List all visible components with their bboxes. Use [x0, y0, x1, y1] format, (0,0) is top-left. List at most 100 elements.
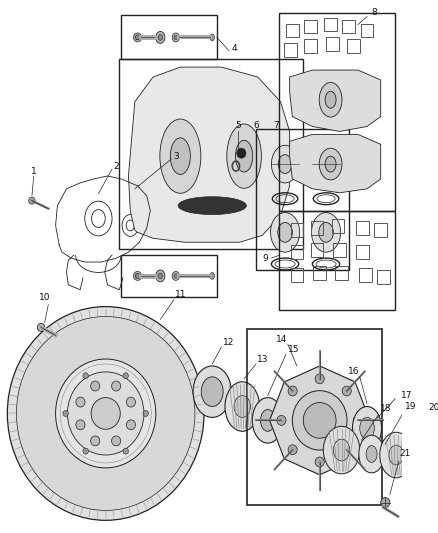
Circle shape [123, 373, 128, 379]
Circle shape [123, 448, 128, 454]
Ellipse shape [193, 366, 231, 417]
Circle shape [112, 381, 121, 391]
Bar [286, 23, 299, 37]
Ellipse shape [252, 398, 283, 443]
Bar [343, 20, 355, 34]
Ellipse shape [323, 426, 360, 474]
Ellipse shape [225, 382, 260, 431]
Ellipse shape [325, 156, 336, 172]
Bar [121, 255, 217, 297]
Bar [121, 14, 217, 59]
Circle shape [277, 415, 286, 425]
Text: 4: 4 [231, 44, 237, 53]
Ellipse shape [178, 197, 246, 215]
Circle shape [127, 397, 135, 407]
Ellipse shape [360, 417, 374, 439]
Text: 19: 19 [405, 402, 417, 411]
Circle shape [288, 386, 297, 396]
Bar [347, 39, 360, 53]
Circle shape [91, 436, 100, 446]
Circle shape [83, 373, 88, 379]
Bar [311, 222, 323, 236]
Ellipse shape [236, 140, 253, 172]
Ellipse shape [319, 148, 342, 180]
Ellipse shape [359, 435, 384, 473]
Ellipse shape [37, 324, 45, 332]
Ellipse shape [29, 197, 35, 204]
Ellipse shape [174, 35, 178, 39]
Ellipse shape [156, 31, 165, 43]
Text: 17: 17 [401, 391, 413, 400]
Text: 10: 10 [39, 293, 50, 302]
Bar [247, 329, 381, 505]
Circle shape [303, 402, 336, 438]
Ellipse shape [271, 213, 300, 252]
Circle shape [91, 398, 120, 429]
Ellipse shape [158, 273, 162, 279]
Ellipse shape [333, 439, 350, 461]
Ellipse shape [170, 138, 191, 174]
Circle shape [127, 420, 135, 430]
Circle shape [143, 410, 148, 416]
Circle shape [76, 397, 85, 407]
Bar [290, 268, 303, 282]
Ellipse shape [156, 270, 165, 282]
Ellipse shape [160, 119, 201, 193]
Bar [359, 268, 371, 282]
Bar [332, 220, 344, 233]
Text: 15: 15 [287, 345, 299, 353]
Text: 2: 2 [114, 161, 120, 171]
Circle shape [67, 372, 144, 455]
Text: 11: 11 [175, 290, 186, 299]
Bar [290, 223, 303, 237]
Text: 13: 13 [257, 354, 268, 364]
Ellipse shape [135, 273, 140, 278]
Ellipse shape [272, 146, 299, 183]
Circle shape [237, 148, 246, 158]
Text: 6: 6 [253, 121, 259, 130]
Bar [356, 222, 369, 236]
Ellipse shape [380, 432, 413, 478]
Bar [284, 43, 297, 57]
Ellipse shape [278, 155, 292, 173]
Ellipse shape [210, 34, 215, 41]
Bar [279, 13, 395, 211]
Text: 12: 12 [223, 338, 234, 346]
Polygon shape [290, 70, 381, 132]
Ellipse shape [174, 273, 178, 278]
Bar [279, 211, 395, 310]
Circle shape [315, 457, 324, 467]
Ellipse shape [172, 33, 180, 42]
Circle shape [112, 436, 121, 446]
Bar [335, 266, 348, 280]
Circle shape [353, 415, 363, 425]
Circle shape [288, 445, 297, 455]
Text: 16: 16 [348, 367, 359, 376]
Ellipse shape [135, 35, 140, 40]
Circle shape [7, 306, 204, 520]
Ellipse shape [278, 222, 292, 243]
Polygon shape [270, 366, 370, 475]
Text: 18: 18 [379, 404, 391, 413]
Ellipse shape [381, 498, 390, 507]
Ellipse shape [311, 213, 341, 252]
Circle shape [17, 317, 195, 511]
Text: 3: 3 [173, 152, 179, 160]
Circle shape [315, 374, 324, 384]
Ellipse shape [325, 91, 336, 108]
Ellipse shape [353, 407, 381, 450]
Bar [304, 39, 317, 53]
Ellipse shape [261, 409, 275, 431]
Ellipse shape [172, 271, 180, 280]
Ellipse shape [201, 377, 223, 407]
Bar [290, 245, 303, 259]
Bar [311, 243, 323, 257]
Circle shape [91, 381, 100, 391]
Ellipse shape [319, 83, 342, 117]
Ellipse shape [389, 445, 403, 465]
Text: 21: 21 [399, 449, 411, 457]
Text: 1: 1 [31, 166, 37, 175]
Text: 8: 8 [371, 8, 377, 17]
Bar [256, 130, 349, 270]
Bar [304, 20, 317, 34]
